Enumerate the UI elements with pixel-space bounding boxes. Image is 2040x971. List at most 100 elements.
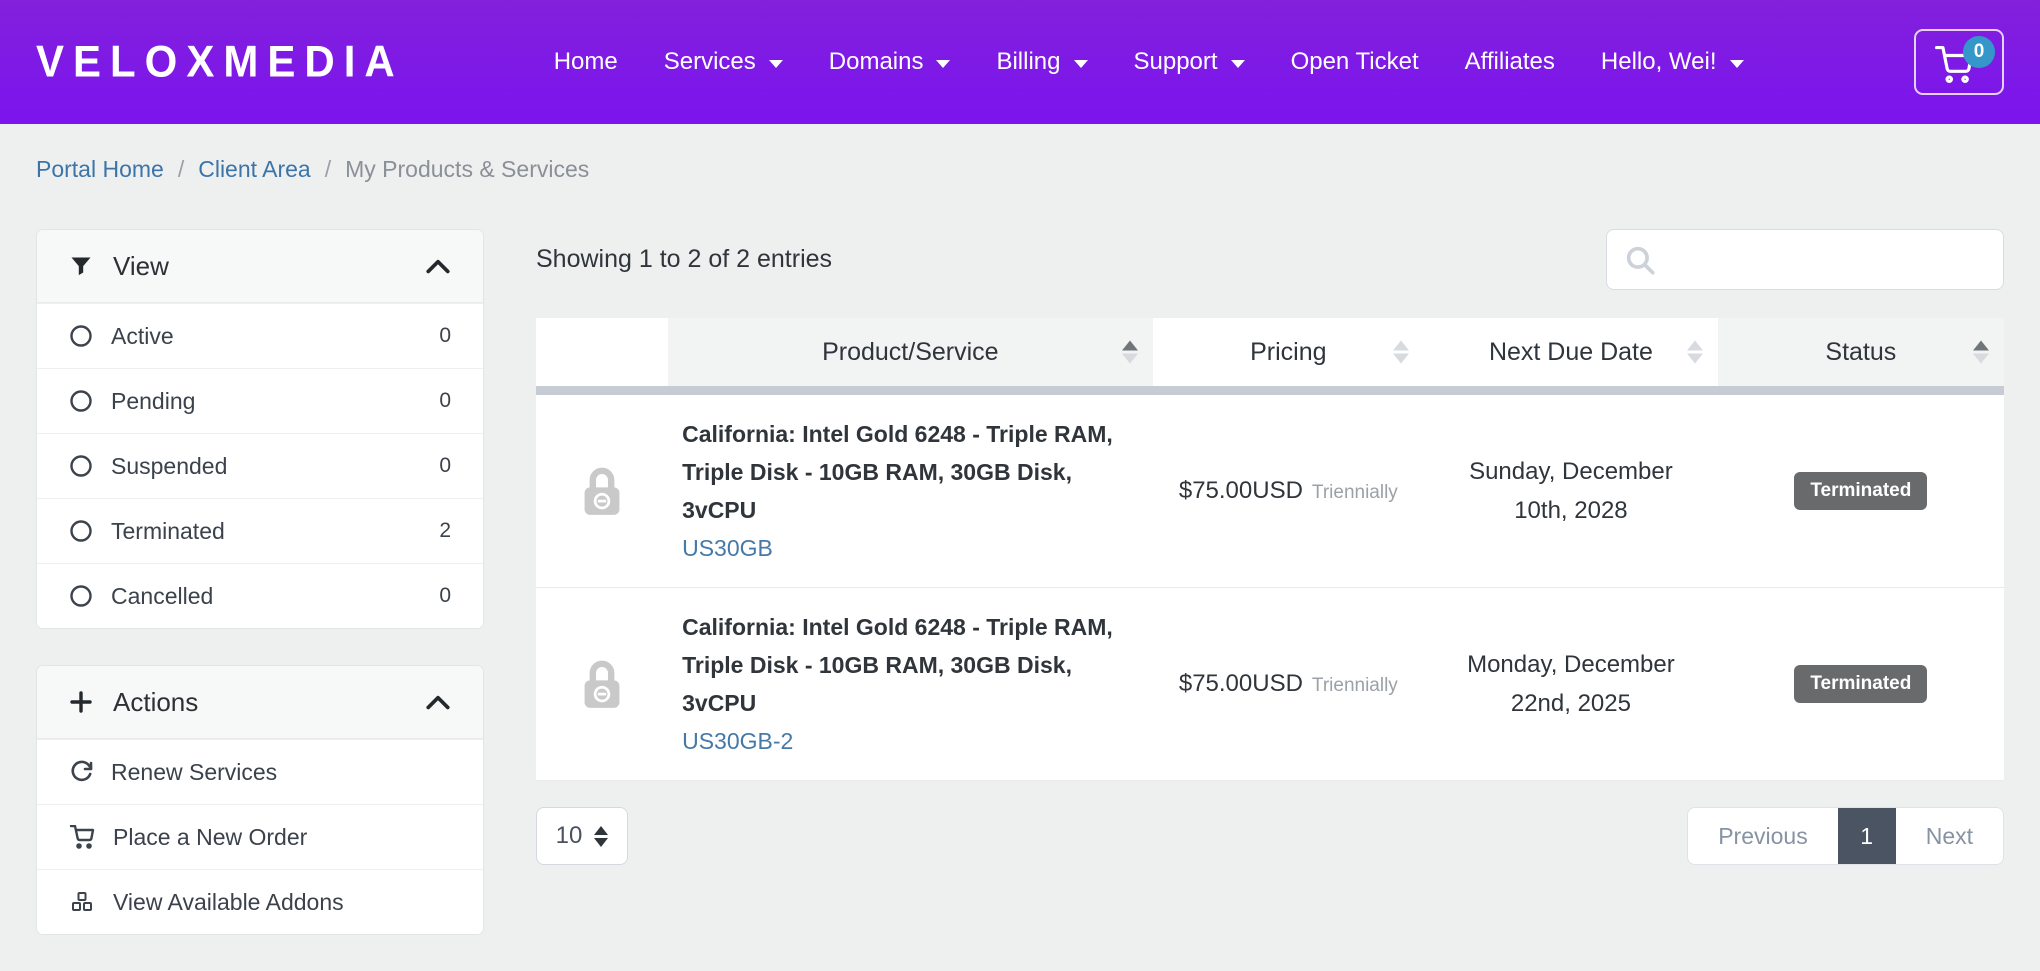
row-lock-cell: [536, 656, 668, 712]
header-status[interactable]: Status: [1717, 318, 2004, 386]
pagination-page-1[interactable]: 1: [1837, 808, 1896, 864]
count-badge: 0: [439, 389, 451, 412]
nav-item-billing[interactable]: Billing: [996, 48, 1088, 76]
next-due-date-cell: Monday, December 22nd, 2025: [1467, 651, 1675, 717]
search-icon: [1626, 246, 1655, 275]
cart-icon: [69, 825, 95, 849]
showing-entries-text: Showing 1 to 2 of 2 entries: [536, 245, 833, 273]
header-pricing[interactable]: Pricing: [1152, 318, 1425, 386]
status-badge: Terminated: [1794, 472, 1928, 510]
pagination-previous[interactable]: Previous: [1718, 822, 1808, 849]
sort-icon: [1686, 340, 1703, 364]
lock-icon: [584, 467, 620, 515]
nav-item-open-ticket[interactable]: Open Ticket: [1290, 48, 1419, 75]
actions-panel-title: Actions: [113, 686, 199, 717]
breadcrumb-client-area[interactable]: Client Area: [198, 156, 311, 182]
view-panel-header[interactable]: View: [37, 230, 483, 303]
nav-item-home[interactable]: Home: [553, 48, 618, 75]
product-domain-link[interactable]: US30GB-2: [682, 728, 794, 754]
sidebar-filter-terminated[interactable]: Terminated 2: [37, 498, 483, 563]
select-arrows-icon: [594, 825, 609, 847]
count-badge: 2: [439, 519, 451, 542]
sidebar: View Active 0 Pending 0 Suspended 0: [36, 229, 484, 971]
count-badge: 0: [439, 454, 451, 477]
status-cell: Terminated: [1718, 472, 2004, 510]
status-cell: Terminated: [1718, 665, 2004, 703]
count-badge: 0: [439, 324, 451, 347]
sidebar-filter-cancelled[interactable]: Cancelled 0: [37, 563, 483, 628]
table-row[interactable]: California: Intel Gold 6248 - Triple RAM…: [536, 395, 2004, 588]
lock-icon: [584, 660, 620, 708]
nav-item-affiliates[interactable]: Affiliates: [1464, 48, 1555, 75]
addons-cubes-icon: [72, 892, 92, 911]
pricing-cell: $75.00USD Triennially: [1153, 670, 1425, 698]
header-product-service[interactable]: Product/Service: [668, 318, 1153, 386]
chevron-up-icon: [426, 259, 450, 274]
chevron-down-icon: [1230, 60, 1245, 68]
services-table: Product/Service Pricing Next Due Date St…: [536, 318, 2004, 781]
nav-item-support[interactable]: Support: [1134, 48, 1245, 76]
header-next-due-date[interactable]: Next Due Date: [1424, 318, 1718, 386]
pricing-cell: $75.00USD Triennially: [1153, 477, 1425, 505]
search-input[interactable]: [1669, 230, 1987, 289]
circle-icon: [70, 585, 92, 607]
services-main: Showing 1 to 2 of 2 entries Product/Serv…: [536, 229, 2004, 865]
main-nav: Home Services Domains Billing Support Op…: [554, 48, 1744, 76]
table-header-row: Product/Service Pricing Next Due Date St…: [536, 318, 2004, 386]
chevron-down-icon: [1729, 60, 1744, 68]
table-scrollbar[interactable]: [536, 386, 2004, 395]
product-cell: California: Intel Gold 6248 - Triple RAM…: [668, 608, 1152, 760]
brand-logo[interactable]: VELOXMEDIA: [36, 36, 404, 87]
status-badge: Terminated: [1794, 665, 1928, 703]
billing-cycle: Triennially: [1311, 482, 1398, 503]
sort-icon: [1393, 340, 1410, 364]
plus-icon: [70, 691, 92, 713]
action-place-new-order[interactable]: Place a New Order: [37, 804, 483, 869]
product-name: California: Intel Gold 6248 - Triple RAM…: [682, 614, 1113, 716]
cart-count-badge: 0: [1963, 36, 1995, 68]
nav-item-account-menu[interactable]: Hello, Wei!: [1601, 48, 1744, 76]
actions-panel: Actions Renew Services Place a New O: [36, 665, 484, 935]
breadcrumb-portal-home[interactable]: Portal Home: [36, 156, 164, 182]
action-view-available-addons[interactable]: View Available Addons: [37, 869, 483, 934]
top-navbar: VELOXMEDIA Home Services Domains Billing…: [0, 0, 2040, 124]
next-due-date-cell: Sunday, December 10th, 2028: [1469, 458, 1673, 524]
circle-icon: [70, 520, 92, 542]
nav-item-domains[interactable]: Domains: [829, 48, 951, 76]
header-icon-column: [536, 318, 669, 386]
breadcrumb-current-page: My Products & Services: [345, 156, 590, 182]
cart-button[interactable]: 0: [1914, 29, 2004, 95]
billing-cycle: Triennially: [1311, 675, 1398, 696]
breadcrumb: Portal Home / Client Area / My Products …: [0, 124, 2040, 183]
chevron-down-icon: [1073, 60, 1088, 68]
pagination: Previous 1 Next: [1687, 807, 2004, 865]
product-domain-link[interactable]: US30GB: [682, 535, 773, 561]
sort-asc-icon: [1972, 340, 1989, 364]
table-bottom-bar: 10 Previous 1 Next: [536, 807, 2004, 865]
breadcrumb-separator: /: [177, 156, 185, 182]
product-name: California: Intel Gold 6248 - Triple RAM…: [682, 421, 1113, 523]
nav-item-services[interactable]: Services: [664, 48, 783, 76]
sort-asc-icon: [1121, 340, 1138, 364]
content-area: View Active 0 Pending 0 Suspended 0: [0, 229, 2040, 971]
breadcrumb-separator: /: [324, 156, 332, 182]
cart-icon: [1935, 46, 1973, 84]
actions-panel-header[interactable]: Actions: [37, 666, 483, 739]
circle-icon: [70, 455, 92, 477]
action-renew-services[interactable]: Renew Services: [37, 739, 483, 804]
row-lock-cell: [536, 463, 668, 519]
count-badge: 0: [439, 584, 451, 607]
sidebar-filter-active[interactable]: Active 0: [37, 303, 483, 368]
pagination-next[interactable]: Next: [1925, 822, 1973, 849]
price: $75.00USD: [1178, 477, 1303, 504]
chevron-down-icon: [936, 60, 951, 68]
sidebar-filter-suspended[interactable]: Suspended 0: [37, 433, 483, 498]
table-row[interactable]: California: Intel Gold 6248 - Triple RAM…: [536, 588, 2004, 781]
page-length-select[interactable]: 10: [536, 807, 628, 865]
product-cell: California: Intel Gold 6248 - Triple RAM…: [668, 415, 1152, 567]
table-search: [1606, 229, 2004, 290]
view-panel-title: View: [113, 250, 169, 281]
price: $75.00USD: [1178, 670, 1303, 697]
sidebar-filter-pending[interactable]: Pending 0: [37, 368, 483, 433]
table-toolbar: Showing 1 to 2 of 2 entries: [536, 229, 2004, 290]
